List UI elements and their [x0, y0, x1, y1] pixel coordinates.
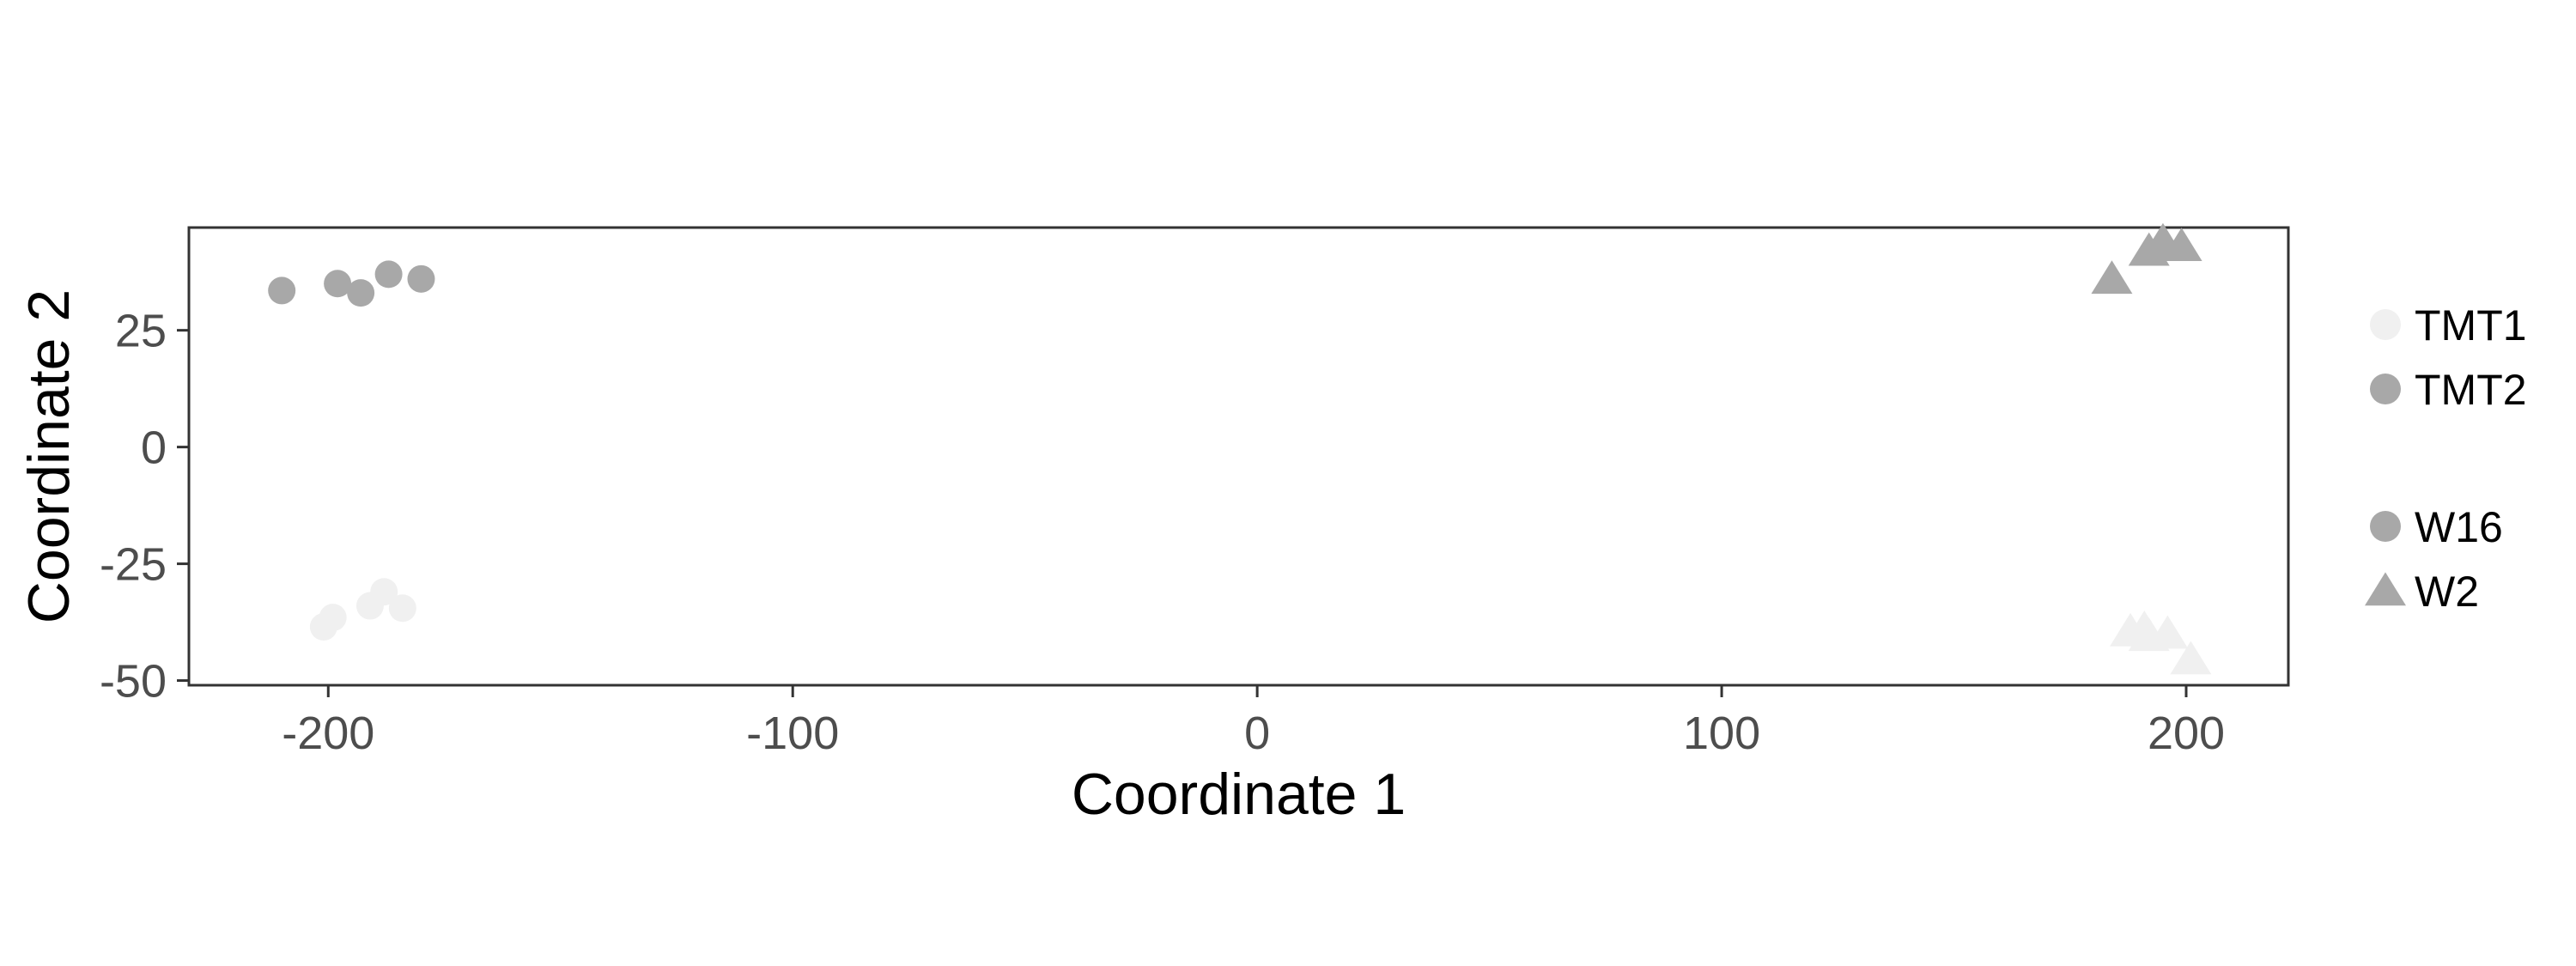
plot-panel [187, 226, 2290, 687]
y-tick-label: -50 [100, 656, 167, 708]
x-axis-title: Coordinate 1 [1072, 762, 1406, 827]
data-point-triangle [2160, 228, 2202, 262]
x-tick-label: 100 [1683, 708, 1760, 759]
x-tick-label: 0 [1244, 708, 1270, 759]
data-point-circle [374, 260, 403, 289]
data-point-circle [370, 578, 398, 606]
x-tick-label: -100 [746, 708, 839, 759]
y-axis: 25 0 -25 -50 [100, 306, 189, 708]
data-point-circle [268, 276, 296, 305]
data-point-circle [319, 604, 347, 632]
data-point-circle [324, 270, 352, 298]
legend-label-w16: W16 [2415, 503, 2503, 551]
legend-label-tmt2: TMT2 [2415, 366, 2527, 414]
legend-key-tmt1 [2370, 309, 2401, 340]
data-points [268, 222, 2212, 675]
y-axis-title: Coordinate 2 [16, 289, 82, 623]
data-point-circle [347, 279, 375, 307]
legend-key-w16 [2370, 511, 2401, 542]
legend-label-tmt1: TMT1 [2415, 301, 2527, 349]
legend: TMT1 TMT2 W16 W2 [2365, 301, 2527, 616]
legend-key-tmt2 [2370, 374, 2401, 404]
data-point-circle [407, 264, 435, 293]
x-tick-label: 200 [2148, 708, 2225, 759]
x-tick-label: -200 [282, 708, 374, 759]
data-point-triangle [2170, 641, 2212, 675]
data-point-triangle [2147, 615, 2189, 649]
x-axis: -200 -100 0 100 200 [282, 685, 2225, 759]
data-point-triangle [2091, 260, 2133, 295]
y-tick-label: 0 [141, 422, 167, 474]
y-tick-label: 25 [115, 306, 167, 357]
legend-label-w2: W2 [2415, 568, 2479, 616]
y-tick-label: -25 [100, 539, 167, 591]
legend-key-w2 [2365, 572, 2406, 606]
data-point-circle [388, 594, 416, 623]
